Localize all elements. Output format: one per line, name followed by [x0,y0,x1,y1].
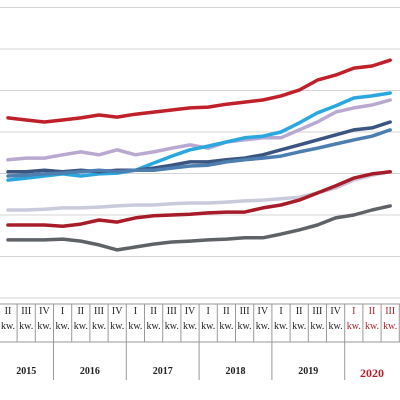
x-tick-label: III kw. [91,306,107,332]
x-tick-label: II kw. [364,306,380,332]
x-tick-label: IV kw. [182,306,198,332]
year-label: 2017 [152,366,173,377]
series-line [6,128,392,178]
x-tick-label: II kw. [292,306,307,332]
x-tick-label: III kw. [164,306,179,332]
x-tick-label: III kw. [310,306,325,332]
x-tick-label: III kw. [19,306,34,332]
x-tick-label: I kw. [346,306,361,332]
x-tick-label: II kw. [146,306,161,332]
series-line [6,170,392,228]
year-label: 2018 [225,366,246,377]
x-tick-label: IV kw. [110,306,125,332]
x-tick-label: IV kw. [255,306,270,332]
series-line [6,170,392,212]
x-tick-label: III kw. [237,306,252,332]
x-tick-label: II kw. [0,306,16,332]
x-tick-label: I kw. [201,306,216,332]
x-tick-label: I kw. [128,306,143,332]
x-tick-label: IV kw. [37,306,52,332]
year-label: 2016 [79,366,100,377]
year-label: 2015 [16,366,37,377]
series-line [6,91,392,182]
year-label: 2019 [298,366,319,377]
series-line [6,204,392,252]
x-tick-label: III kw. [383,306,398,332]
series-line [6,58,392,124]
x-tick-label: I kw. [55,306,70,332]
x-tick-label: I kw. [273,306,289,332]
x-tick-label: II kw. [219,306,234,332]
x-tick-label: II kw. [73,306,88,332]
x-tick-label: IV kw. [328,306,343,332]
year-label: 2020 [359,366,384,380]
